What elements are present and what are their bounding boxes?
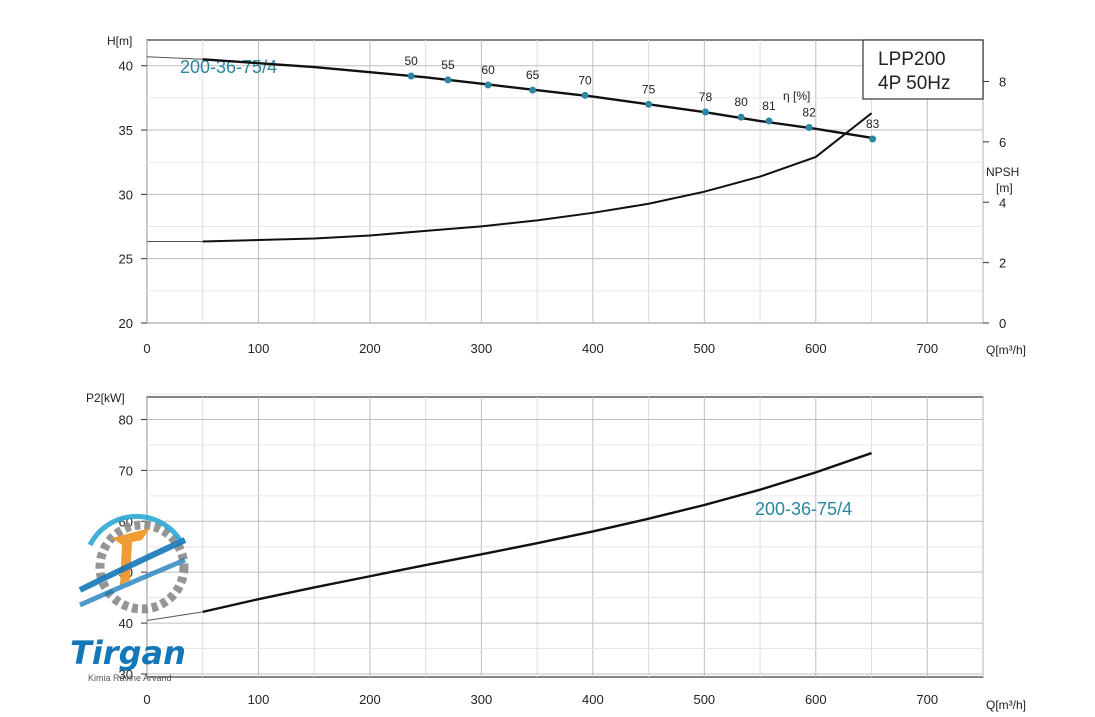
efficiency-point-label: 75 xyxy=(642,82,656,96)
top-curves xyxy=(146,56,873,243)
bottom-x-tick-label: 500 xyxy=(693,692,715,707)
bottom-x-tick-label: 300 xyxy=(471,692,493,707)
efficiency-point xyxy=(484,81,492,89)
efficiency-point-label: 50 xyxy=(404,54,418,68)
bottom-x-ticks: 0 100 200 300 400 500 600 700 xyxy=(143,692,938,707)
npsh-curve xyxy=(202,112,873,243)
efficiency-point xyxy=(869,135,877,143)
top-y-tick-label: 25 xyxy=(119,252,133,267)
logo-name: Tirgan xyxy=(70,634,186,672)
top-x-tick-label: 0 xyxy=(143,341,150,356)
bottom-y-tick-label: 40 xyxy=(119,616,133,631)
bottom-x-axis-title: Q[m³/h] xyxy=(986,698,1026,712)
efficiency-point xyxy=(805,123,813,131)
npsh-axis-ticks: 0 2 4 6 8 xyxy=(983,75,1006,331)
bottom-x-tick-label: 400 xyxy=(582,692,604,707)
efficiency-label: η [%] xyxy=(783,89,810,103)
logo-arc-icon xyxy=(87,513,183,547)
efficiency-point-label: 70 xyxy=(578,73,592,87)
bottom-x-tick-label: 0 xyxy=(143,692,150,707)
top-grid xyxy=(146,40,984,324)
efficiency-point xyxy=(645,100,653,108)
efficiency-point xyxy=(444,76,452,84)
npsh-tick-label: 2 xyxy=(999,256,1006,271)
npsh-tick-label: 4 xyxy=(999,195,1006,210)
tirgan-logo: Tirgan Kimia Ravine Arvand xyxy=(70,513,189,683)
bottom-x-tick-label: 100 xyxy=(248,692,270,707)
logo-subtitle: Kimia Ravine Arvand xyxy=(88,673,172,683)
bottom-x-tick-label: 200 xyxy=(359,692,381,707)
top-y-axis-title: H[m] xyxy=(107,34,132,48)
bottom-series-label: 200-36-75/4 xyxy=(755,499,852,519)
top-x-tick-label: 600 xyxy=(805,341,827,356)
efficiency-point-label: 65 xyxy=(526,68,540,82)
efficiency-point xyxy=(701,108,709,116)
efficiency-point xyxy=(407,72,415,80)
model-box-frame xyxy=(862,39,984,100)
npsh-axis-unit: [m] xyxy=(996,181,1013,195)
npsh-axis-title: NPSH xyxy=(986,165,1019,179)
top-x-ticks: 0 100 200 300 400 500 600 700 xyxy=(143,341,938,356)
top-x-tick-label: 100 xyxy=(248,341,270,356)
bottom-x-tick-label: 700 xyxy=(916,692,938,707)
power-curve-extension xyxy=(146,611,203,622)
model-spec: 4P 50Hz xyxy=(878,73,951,94)
efficiency-point-label: 60 xyxy=(481,63,495,77)
npsh-tick-label: 6 xyxy=(999,135,1006,150)
top-y-tick-label: 30 xyxy=(119,187,133,202)
top-y-tick-label: 35 xyxy=(119,123,133,138)
head-curve-extension xyxy=(146,56,203,60)
npsh-tick-label: 8 xyxy=(999,75,1006,90)
top-plot-frame xyxy=(146,39,984,324)
logo-wave-icon xyxy=(78,537,187,593)
efficiency-point-label: 80 xyxy=(734,95,748,109)
efficiency-point-label: 82 xyxy=(802,105,816,119)
bottom-y-tick-label: 70 xyxy=(119,463,133,478)
power-curve xyxy=(202,451,872,614)
model-box: LPP200 4P 50Hz xyxy=(862,39,984,100)
top-y-tick-label: 20 xyxy=(119,316,133,331)
efficiency-point xyxy=(765,117,773,125)
top-x-tick-label: 500 xyxy=(693,341,715,356)
efficiency-points: 50 55 60 65 70 75 78 80 81 82 83 xyxy=(404,54,880,143)
efficiency-point-label: 78 xyxy=(699,90,713,104)
head-curve xyxy=(202,58,872,139)
top-x-axis-title: Q[m³/h] xyxy=(986,343,1026,357)
top-x-tick-label: 700 xyxy=(916,341,938,356)
gear-icon xyxy=(95,520,189,614)
top-x-tick-label: 200 xyxy=(359,341,381,356)
bottom-x-tick-label: 600 xyxy=(805,692,827,707)
top-x-tick-label: 400 xyxy=(582,341,604,356)
efficiency-point-label: 81 xyxy=(762,99,776,113)
efficiency-point xyxy=(581,91,589,99)
bottom-y-tick-label: 30 xyxy=(119,667,133,682)
efficiency-point xyxy=(529,86,537,94)
npsh-tick-label: 0 xyxy=(999,316,1006,331)
efficiency-point-label: 55 xyxy=(441,58,455,72)
top-y-tick-label: 40 xyxy=(119,59,133,74)
model-name: LPP200 xyxy=(878,49,946,70)
bottom-y-axis-title: P2[kW] xyxy=(86,391,125,405)
top-y-ticks: 20 25 30 35 40 xyxy=(119,59,147,331)
efficiency-point xyxy=(737,113,745,121)
bottom-y-tick-label: 80 xyxy=(119,412,133,427)
efficiency-point-label: 83 xyxy=(866,117,880,131)
bottom-grid xyxy=(146,393,984,677)
top-x-tick-label: 300 xyxy=(471,341,493,356)
bottom-curves xyxy=(146,451,872,622)
